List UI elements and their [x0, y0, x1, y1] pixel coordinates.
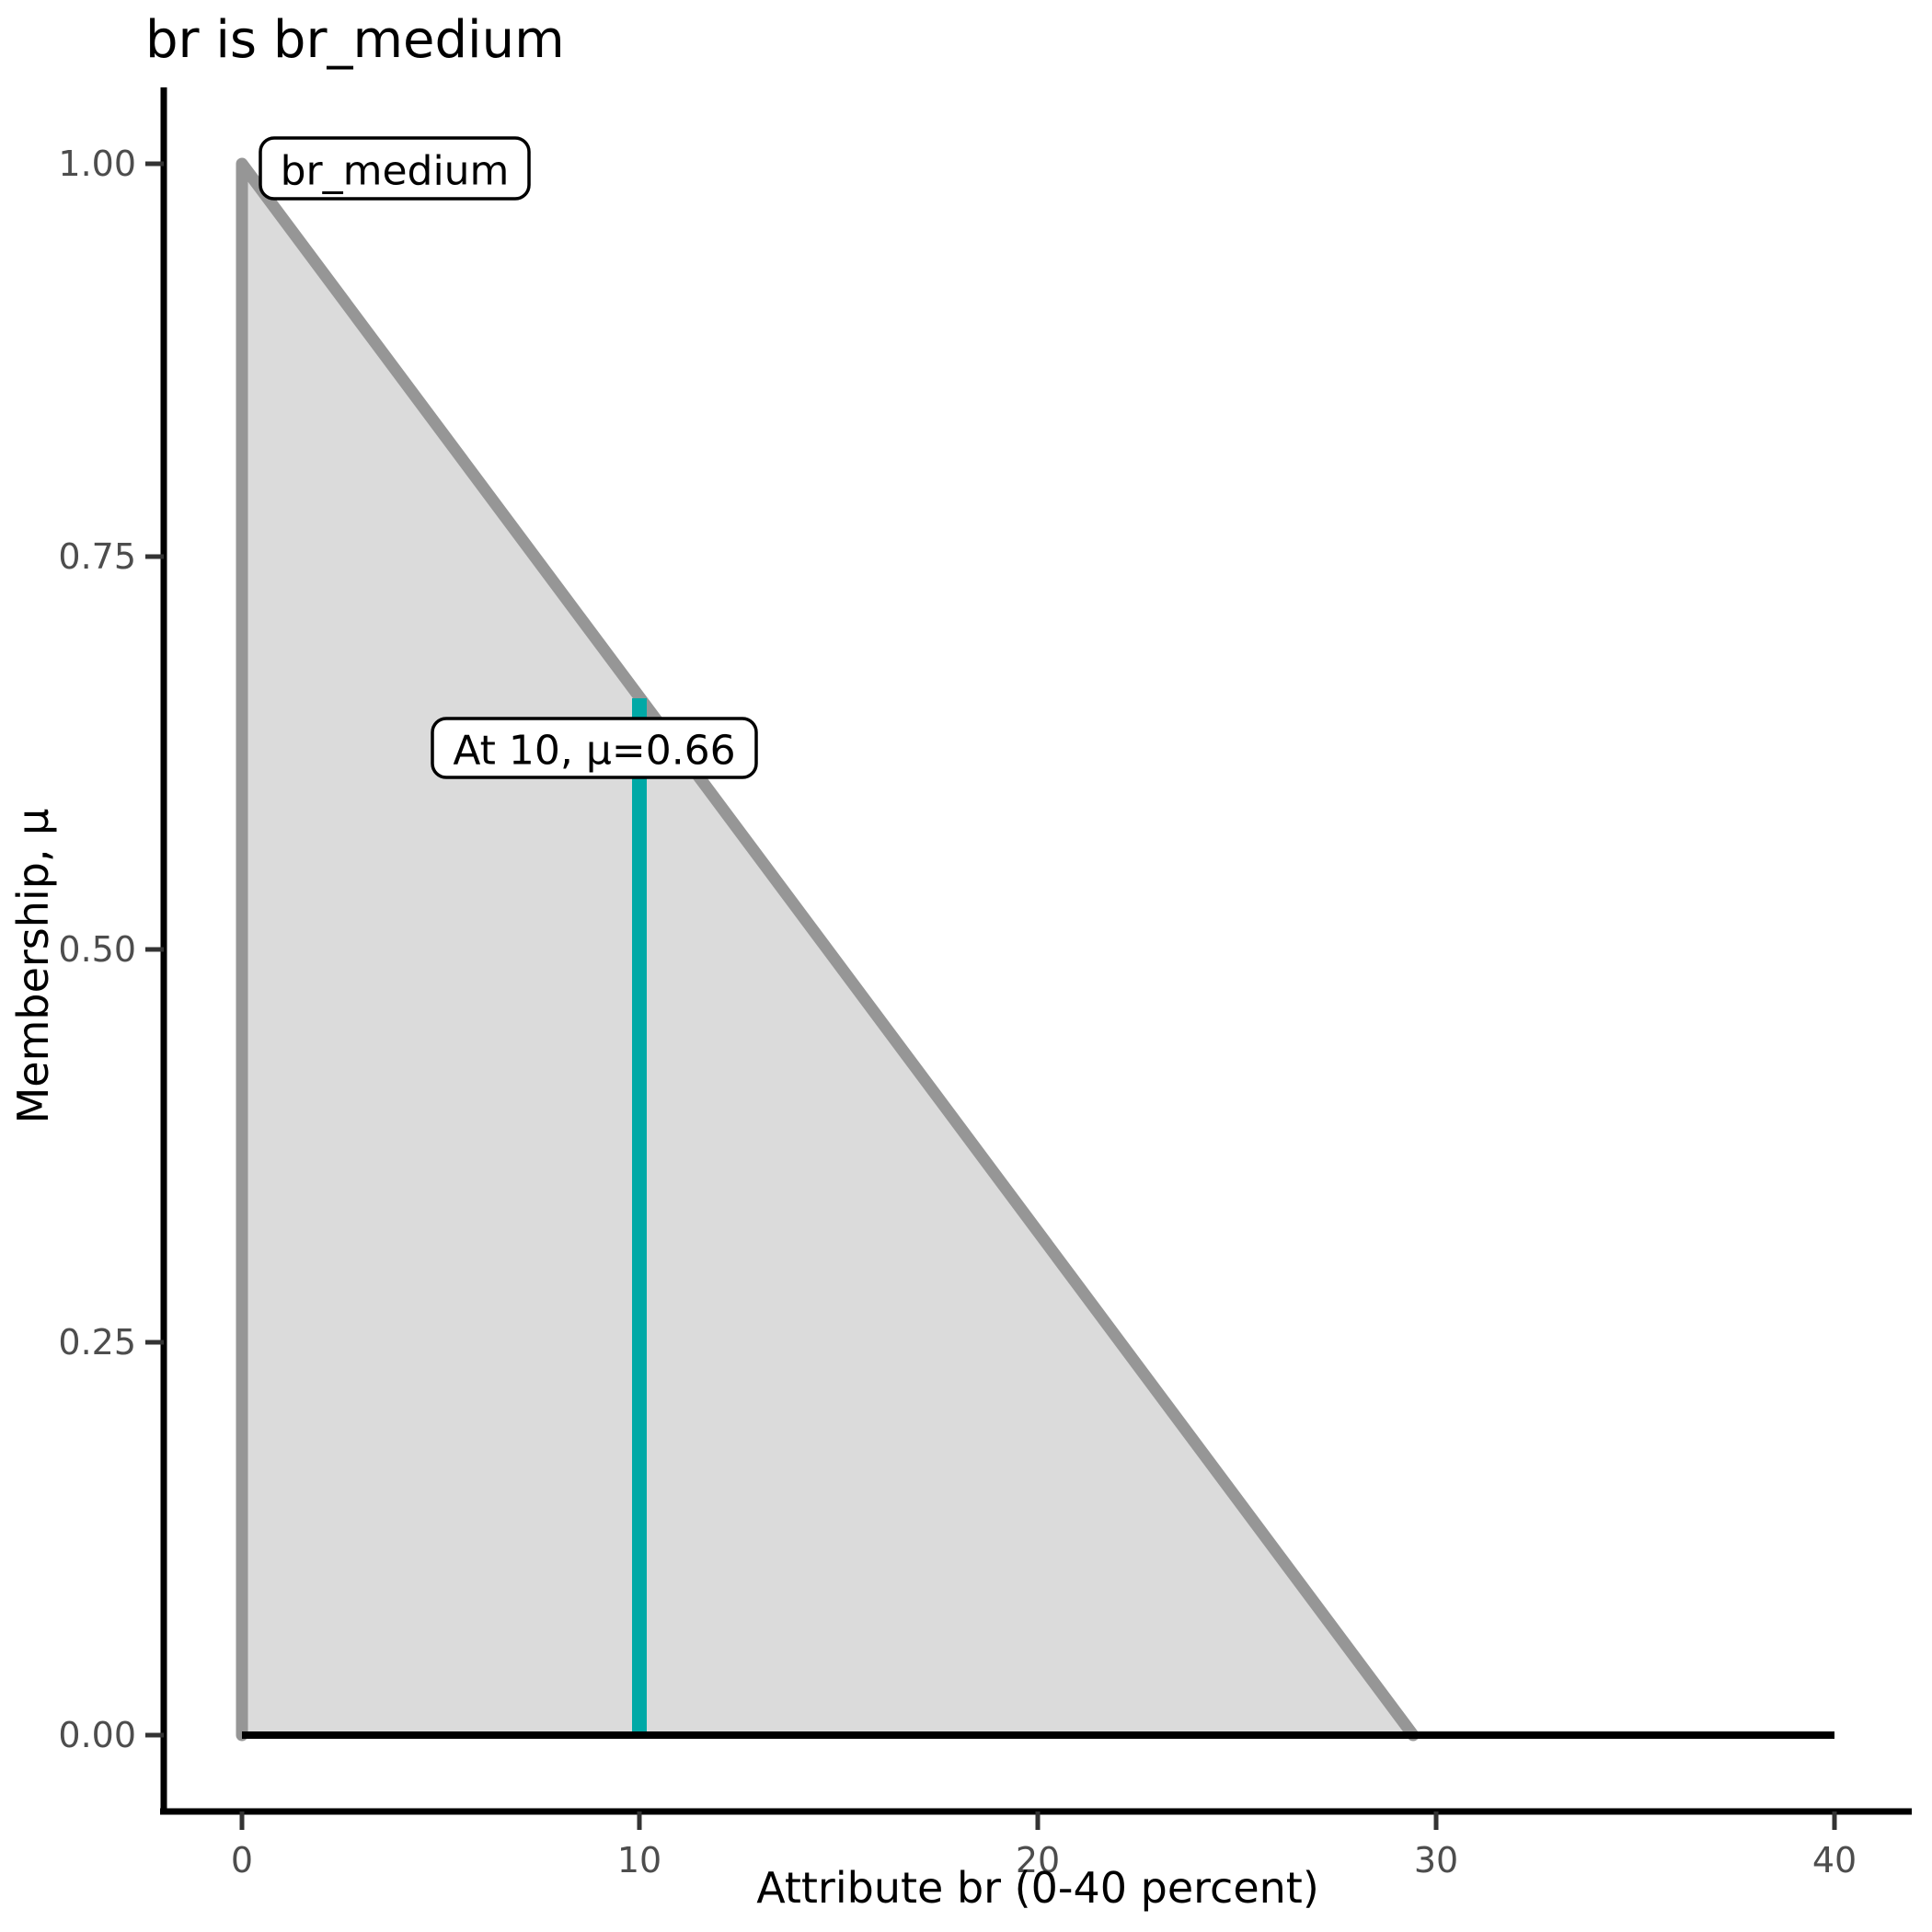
- y-tick-label-0.25: 0.25: [58, 1322, 136, 1363]
- indicator-label-text: At 10, μ=0.66: [453, 728, 735, 775]
- x-axis-title: Attribute br (0-40 percent): [756, 1863, 1319, 1913]
- set-label-annotation: br_medium: [259, 136, 531, 201]
- x-tick-label-10: 10: [617, 1840, 661, 1880]
- y-tick-label-0.50: 0.50: [58, 929, 136, 970]
- indicator-annotation: At 10, μ=0.66: [431, 717, 758, 779]
- x-tick-label-0: 0: [231, 1840, 253, 1880]
- x-tick-label-40: 40: [1812, 1840, 1857, 1880]
- x-tick-label-30: 30: [1414, 1840, 1458, 1880]
- y-tick-label-0.00: 0.00: [58, 1715, 136, 1755]
- y-tick-label-1.00: 1.00: [58, 144, 136, 184]
- set-label-text: br_medium: [281, 148, 510, 195]
- x-tick-label-20: 20: [1016, 1840, 1060, 1880]
- membership-curve: [236, 157, 1420, 1742]
- set-label-box: [259, 136, 531, 201]
- indicator-line: [632, 698, 647, 1738]
- chart-title: br is br_medium: [145, 10, 565, 70]
- y-axis-title: Membership, μ: [8, 809, 58, 1124]
- indicator-label-box: [431, 717, 758, 779]
- y-tick-label-0.75: 0.75: [58, 536, 136, 577]
